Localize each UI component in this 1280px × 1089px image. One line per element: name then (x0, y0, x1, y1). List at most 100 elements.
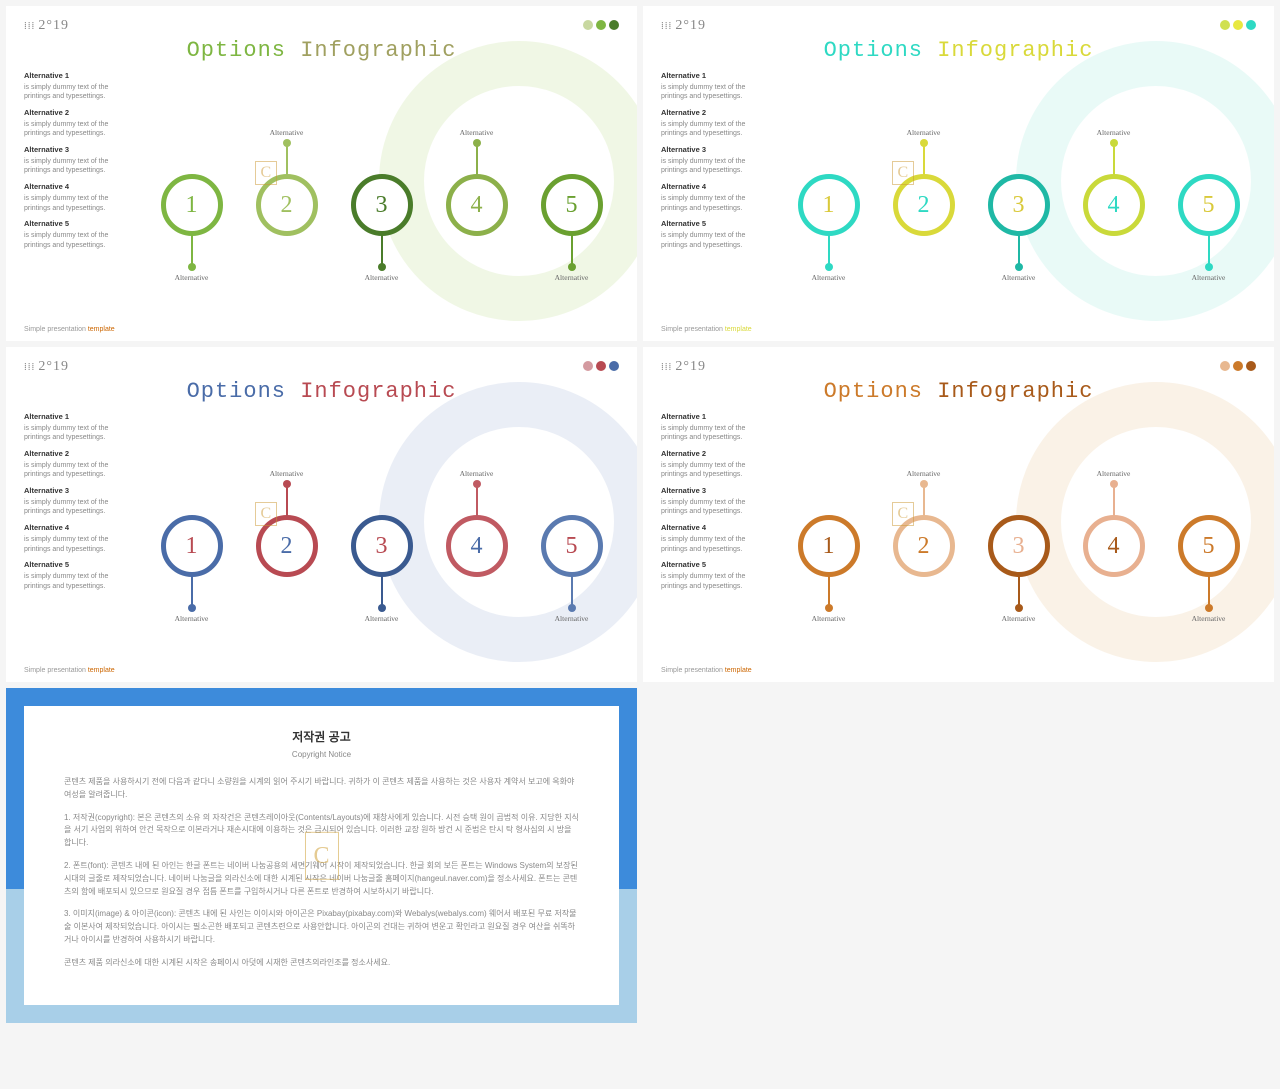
circle-label: Alternative (907, 128, 941, 137)
dot-icon (596, 20, 606, 30)
stem-line (1113, 484, 1115, 520)
number-circle: 2AlternativeC (256, 174, 318, 236)
circle-label: Alternative (175, 273, 209, 282)
stem-line (1208, 231, 1210, 267)
circle-label: Alternative (365, 614, 399, 623)
number-circle: 5Alternative (1178, 515, 1240, 577)
number-circle: 3Alternative (351, 174, 413, 236)
watermark-icon: C (304, 831, 338, 879)
number-circle: 2AlternativeC (256, 515, 318, 577)
logo: 2°19 (24, 18, 619, 34)
copyright-title: 저작권 공고 (64, 728, 579, 747)
alternative-item: Alternative 2is simply dummy text of the… (661, 108, 771, 139)
stem-line (1018, 572, 1020, 608)
copyright-slide: 저작권 공고Copyright Notice콘텐츠 제품을 사용하시기 전에 다… (6, 688, 637, 1023)
dot-icon (609, 20, 619, 30)
stem-line (286, 484, 288, 520)
content: Alternative 1is simply dummy text of the… (24, 71, 619, 291)
alternative-item: Alternative 5is simply dummy text of the… (24, 560, 134, 591)
alternative-item: Alternative 4is simply dummy text of the… (24, 523, 134, 554)
circle-row: 1Alternative 2AlternativeC 3Alternative 4Al… (144, 515, 619, 577)
slide-cyan: 2°19Options InfographicAlternative 1is s… (643, 6, 1274, 341)
circles-diagram: 1Alternative2AlternativeC3Alternative4Al… (781, 412, 1256, 632)
slide-brown: 2°19Options InfographicAlternative 1is s… (643, 347, 1274, 682)
alternative-item: Alternative 4is simply dummy text of the… (661, 182, 771, 213)
number-circle: 4Alternative (446, 174, 508, 236)
alternative-item: Alternative 3is simply dummy text of the… (24, 486, 134, 517)
header-dots (583, 20, 619, 30)
copyright-subtitle: Copyright Notice (64, 749, 579, 762)
stem-line (571, 572, 573, 608)
dot-icon (583, 20, 593, 30)
stem-line (1208, 572, 1210, 608)
stem-line (828, 572, 830, 608)
circle-row: 1Alternative2AlternativeC3Alternative4Al… (144, 174, 619, 236)
number-circle: 1Alternative (161, 515, 223, 577)
alternative-item: Alternative 2is simply dummy text of the… (661, 449, 771, 480)
alternatives-list: Alternative 1is simply dummy text of the… (661, 71, 771, 291)
alternative-item: Alternative 1is simply dummy text of the… (24, 71, 134, 102)
circles-diagram: 1Alternative2AlternativeC3Alternative4Al… (144, 71, 619, 291)
number-circle: 4Alternative (446, 515, 508, 577)
alternative-item: Alternative 5is simply dummy text of the… (661, 219, 771, 250)
circle-row: 1Alternative2AlternativeC3Alternative4Al… (781, 174, 1256, 236)
circle-label: Alternative (460, 128, 494, 137)
logo: 2°19 (24, 359, 619, 375)
number-circle: 3Alternative (351, 515, 413, 577)
stem-line (286, 143, 288, 179)
alternative-item: Alternative 1is simply dummy text of the… (661, 412, 771, 443)
watermark-icon: C (892, 161, 915, 185)
alternative-item: Alternative 4is simply dummy text of the… (661, 523, 771, 554)
alternative-item: Alternative 2is simply dummy text of the… (24, 108, 134, 139)
dot-icon (596, 361, 606, 371)
number-circle: 5Alternative (541, 515, 603, 577)
circle-label: Alternative (1002, 273, 1036, 282)
slide-blue: 2°19Options InfographicAlternative 1is s… (6, 347, 637, 682)
stem-line (191, 572, 193, 608)
number-circle: 3Alternative (988, 515, 1050, 577)
alternative-item: Alternative 1is simply dummy text of the… (24, 412, 134, 443)
dot-icon (1246, 20, 1256, 30)
alternative-item: Alternative 5is simply dummy text of the… (24, 219, 134, 250)
circles-diagram: 1Alternative2AlternativeC3Alternative4Al… (781, 71, 1256, 291)
number-circle: 5Alternative (541, 174, 603, 236)
alternative-item: Alternative 3is simply dummy text of the… (661, 486, 771, 517)
empty-cell (643, 688, 1274, 1023)
circle-label: Alternative (555, 273, 589, 282)
alternative-item: Alternative 3is simply dummy text of the… (24, 145, 134, 176)
dot-icon (1246, 361, 1256, 371)
header-dots (1220, 20, 1256, 30)
dot-icon (1233, 20, 1243, 30)
circle-label: Alternative (907, 469, 941, 478)
header-dots (1220, 361, 1256, 371)
stem-line (381, 231, 383, 267)
number-circle: 4Alternative (1083, 515, 1145, 577)
circle-label: Alternative (270, 128, 304, 137)
stem-line (923, 484, 925, 520)
alternative-item: Alternative 5is simply dummy text of the… (661, 560, 771, 591)
number-circle: 5Alternative (1178, 174, 1240, 236)
dot-icon (609, 361, 619, 371)
alternatives-list: Alternative 1is simply dummy text of the… (661, 412, 771, 632)
stem-line (476, 484, 478, 520)
copyright-paragraph: 3. 이미지(image) & 아이콘(icon): 콘텐츠 내에 된 사인는 … (64, 908, 579, 946)
circles-diagram: 1Alternative 2AlternativeC 3Alternative 4Al… (144, 412, 619, 632)
number-circle: 2AlternativeC (893, 515, 955, 577)
stem-line (571, 231, 573, 267)
alternative-item: Alternative 4is simply dummy text of the… (24, 182, 134, 213)
alternative-item: Alternative 1is simply dummy text of the… (661, 71, 771, 102)
content: Alternative 1is simply dummy text of the… (24, 412, 619, 632)
stem-line (828, 231, 830, 267)
stem-line (1018, 231, 1020, 267)
watermark-icon: C (255, 161, 278, 185)
circle-label: Alternative (812, 614, 846, 623)
number-circle: 2AlternativeC (893, 174, 955, 236)
dot-icon (1233, 361, 1243, 371)
slide-green: 2°19Options InfographicAlternative 1is s… (6, 6, 637, 341)
stem-line (1113, 143, 1115, 179)
dot-icon (583, 361, 593, 371)
watermark-icon: C (892, 502, 915, 526)
stem-line (381, 572, 383, 608)
slide-grid: 2°19Options InfographicAlternative 1is s… (0, 0, 1280, 1029)
circle-label: Alternative (1002, 614, 1036, 623)
